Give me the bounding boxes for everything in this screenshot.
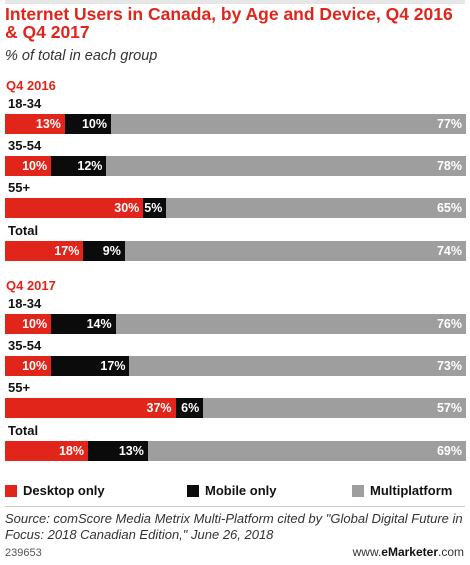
- desktop-segment: 13%: [5, 114, 65, 134]
- data-label: 37%: [146, 401, 172, 415]
- stacked-bar: 10% 14% 76%: [5, 314, 466, 334]
- data-label: 78%: [436, 159, 462, 173]
- multiplatform-segment: 74%: [124, 241, 466, 261]
- multiplatform-segment: 78%: [106, 156, 466, 176]
- legend-swatch-desktop: [5, 484, 17, 497]
- top-rule: [5, 0, 465, 4]
- brand-logo: www.eMarketer.com: [353, 545, 464, 559]
- data-label: 65%: [436, 201, 462, 215]
- group-label: Total: [8, 423, 39, 438]
- legend-swatch-mobile: [187, 484, 199, 497]
- group-label: Total: [8, 223, 39, 238]
- multiplatform-segment: 57%: [203, 398, 466, 418]
- group-label: 18-34: [8, 296, 42, 311]
- desktop-segment: 17%: [5, 241, 84, 261]
- legend-label-mobile: Mobile only: [205, 483, 277, 498]
- data-label: 9%: [102, 244, 121, 258]
- desktop-segment: 10%: [5, 156, 52, 176]
- multiplatform-segment: 73%: [129, 356, 466, 376]
- data-label: 5%: [144, 201, 163, 215]
- brand-name: eMarketer: [381, 545, 438, 559]
- data-label: 14%: [86, 317, 112, 331]
- data-label: 73%: [436, 359, 462, 373]
- data-label: 6%: [181, 401, 200, 415]
- mobile-segment: 12%: [51, 156, 107, 176]
- legend-label-desktop: Desktop only: [23, 483, 105, 498]
- data-label: 13%: [118, 444, 144, 458]
- mobile-segment: 6%: [175, 398, 204, 418]
- legend-item-mobile: Mobile only: [187, 483, 277, 498]
- legend-swatch-multiplatform: [352, 484, 364, 497]
- data-label: 30%: [114, 201, 140, 215]
- period-label: Q4 2016: [6, 78, 56, 93]
- data-label: 76%: [436, 317, 462, 331]
- desktop-segment: 10%: [5, 356, 52, 376]
- stacked-bar: 13% 10% 77%: [5, 114, 466, 134]
- data-label: 17%: [100, 359, 126, 373]
- stacked-bar: 10% 17% 73%: [5, 356, 466, 376]
- stacked-bar: 30% 5% 65%: [5, 198, 466, 218]
- mobile-segment: 14%: [51, 314, 116, 334]
- group-label: 35-54: [8, 338, 42, 353]
- data-label: 74%: [436, 244, 462, 258]
- data-label: 77%: [436, 117, 462, 131]
- desktop-segment: 30%: [5, 198, 144, 218]
- chart-id: 239653: [5, 547, 42, 559]
- stacked-bar: 17% 9% 74%: [5, 241, 466, 261]
- mobile-segment: 13%: [87, 441, 148, 461]
- mobile-segment: 5%: [143, 198, 167, 218]
- group-label: 55+: [8, 380, 31, 395]
- mobile-segment: 17%: [51, 356, 130, 376]
- stacked-bar: 37% 6% 57%: [5, 398, 466, 418]
- group-label: 18-34: [8, 96, 42, 111]
- group-label: 35-54: [8, 138, 42, 153]
- legend-label-multiplatform: Multiplatform: [370, 483, 453, 498]
- desktop-segment: 18%: [5, 441, 88, 461]
- multiplatform-segment: 65%: [166, 198, 466, 218]
- chart-subtitle: % of total in each group: [5, 48, 158, 64]
- legend-item-multiplatform: Multiplatform: [352, 483, 452, 498]
- multiplatform-segment: 77%: [111, 114, 466, 134]
- multiplatform-segment: 69%: [147, 441, 466, 461]
- desktop-segment: 10%: [5, 314, 52, 334]
- stacked-bar: 18% 13% 69%: [5, 441, 466, 461]
- data-label: 10%: [22, 317, 48, 331]
- brand-prefix: www.: [352, 545, 382, 559]
- chart-title: Internet Users in Canada, by Age and Dev…: [5, 4, 453, 42]
- legend: Desktop only Mobile only Multiplatform: [5, 483, 465, 501]
- legend-item-desktop: Desktop only: [5, 483, 105, 498]
- data-label: 17%: [54, 244, 80, 258]
- data-label: 13%: [35, 117, 61, 131]
- source-note: Source: comScore Media Metrix Multi-Plat…: [5, 511, 463, 542]
- mobile-segment: 9%: [83, 241, 125, 261]
- brand-suffix: .com: [437, 545, 464, 559]
- multiplatform-segment: 76%: [115, 314, 466, 334]
- period-label: Q4 2017: [6, 278, 56, 293]
- group-label: 55+: [8, 180, 31, 195]
- stacked-bar: 10% 12% 78%: [5, 156, 466, 176]
- data-label: 10%: [22, 159, 48, 173]
- data-label: 10%: [22, 359, 48, 373]
- mobile-segment: 10%: [64, 114, 112, 134]
- data-label: 57%: [436, 401, 462, 415]
- footer-divider: [5, 506, 465, 507]
- data-label: 18%: [58, 444, 84, 458]
- data-label: 12%: [77, 159, 103, 173]
- data-label: 10%: [81, 117, 108, 131]
- desktop-segment: 37%: [5, 398, 176, 418]
- data-label: 69%: [436, 444, 462, 458]
